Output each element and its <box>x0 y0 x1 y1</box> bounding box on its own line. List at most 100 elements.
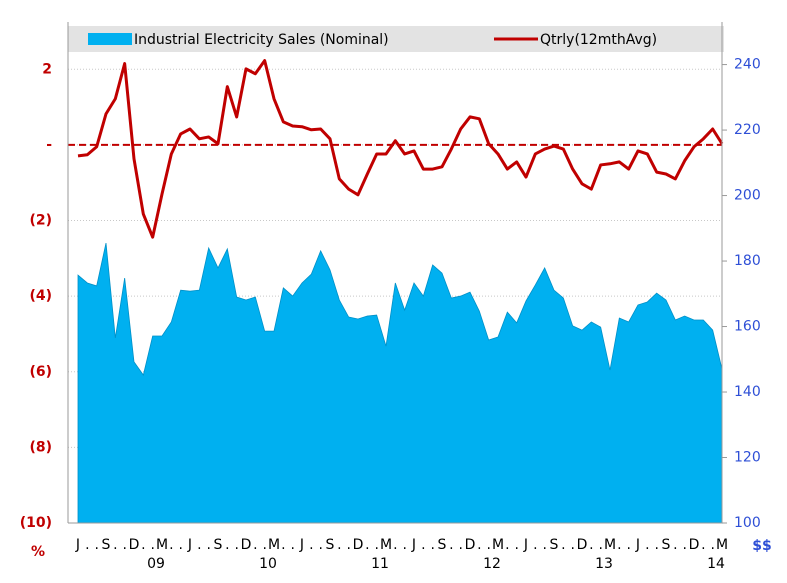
x-tick-label: . <box>178 537 182 553</box>
x-tick-label: . <box>645 537 649 553</box>
legend-label: Qtrly(12mthAvg) <box>540 32 657 48</box>
y2-tick-label: 160 <box>734 319 761 335</box>
x-tick-label: . <box>505 537 509 553</box>
x-tick-label: . <box>421 537 425 553</box>
x-tick-label: J <box>187 537 192 553</box>
x-tick-label: . <box>85 537 89 553</box>
x-tick-label: D <box>353 537 364 553</box>
x-year-label: 11 <box>371 556 389 572</box>
x-tick-label: . <box>626 537 630 553</box>
x-tick-label: D <box>689 537 700 553</box>
x-tick-label: J <box>75 537 80 553</box>
x-tick-label: . <box>94 537 98 553</box>
x-tick-label: . <box>402 537 406 553</box>
x-tick-label: . <box>673 537 677 553</box>
x-tick-label: . <box>654 537 658 553</box>
x-tick-label: D <box>577 537 588 553</box>
x-tick-label: D <box>465 537 476 553</box>
x-tick-label: D <box>129 537 140 553</box>
y2-tick-label: 220 <box>734 122 761 138</box>
y-tick-label: (6) <box>29 364 52 380</box>
x-tick-label: . <box>141 537 145 553</box>
y2-tick-label: 240 <box>734 57 761 73</box>
y-tick-label: 2 <box>42 61 52 77</box>
x-tick-label: J <box>299 537 304 553</box>
x-tick-label: . <box>122 537 126 553</box>
x-tick-label: M <box>380 537 392 553</box>
x-tick-label: J <box>523 537 528 553</box>
x-tick-label: . <box>486 537 490 553</box>
x-tick-label: S <box>102 537 111 553</box>
x-tick-label: . <box>206 537 210 553</box>
x-tick-label: S <box>662 537 671 553</box>
x-tick-label: . <box>197 537 201 553</box>
x-tick-label: . <box>234 537 238 553</box>
x-tick-label: D <box>241 537 252 553</box>
x-year-label: 12 <box>483 556 501 572</box>
x-tick-label: . <box>290 537 294 553</box>
line <box>77 59 724 239</box>
x-tick-label: . <box>598 537 602 553</box>
legend-label: Industrial Electricity Sales (Nominal) <box>134 32 389 48</box>
x-tick-label: M <box>604 537 616 553</box>
y2-tick-label: 120 <box>734 450 761 466</box>
x-tick-label: . <box>253 537 257 553</box>
x-tick-label: . <box>458 537 462 553</box>
y2-unit: $$ <box>752 538 771 554</box>
x-tick-label: M <box>268 537 280 553</box>
x-tick-label: . <box>337 537 341 553</box>
x-tick-label: . <box>365 537 369 553</box>
x-tick-label: J <box>411 537 416 553</box>
x-tick-label: S <box>438 537 447 553</box>
x-tick-label: . <box>169 537 173 553</box>
x-year-label: 14 <box>707 556 725 572</box>
y-tick-label: (2) <box>29 213 52 229</box>
x-tick-label: . <box>346 537 350 553</box>
x-tick-label: . <box>225 537 229 553</box>
x-tick-label: M <box>156 537 168 553</box>
x-tick-label: . <box>533 537 537 553</box>
area <box>77 242 723 524</box>
legend-box <box>68 26 724 52</box>
x-tick-label: . <box>701 537 705 553</box>
x-tick-label: . <box>430 537 434 553</box>
x-tick-label: . <box>309 537 313 553</box>
x-tick-label: S <box>550 537 559 553</box>
x-tick-label: . <box>318 537 322 553</box>
x-tick-label: . <box>449 537 453 553</box>
x-tick-label: . <box>477 537 481 553</box>
y2-tick-label: 140 <box>734 384 761 400</box>
y-tick-label: (8) <box>29 439 52 455</box>
x-tick-label: . <box>682 537 686 553</box>
x-tick-label: . <box>150 537 154 553</box>
x-year-label: 13 <box>595 556 613 572</box>
x-tick-label: . <box>542 537 546 553</box>
y2-tick-label: 100 <box>734 515 761 531</box>
y-tick-label: - <box>46 137 52 153</box>
x-tick-label: . <box>710 537 714 553</box>
x-year-label: 09 <box>147 556 165 572</box>
x-tick-label: M <box>492 537 504 553</box>
legend-swatch <box>88 33 132 45</box>
x-tick-label: . <box>617 537 621 553</box>
x-tick-label: . <box>393 537 397 553</box>
y-tick-label: (4) <box>29 288 52 304</box>
x-tick-label: . <box>589 537 593 553</box>
x-tick-label: M <box>716 537 728 553</box>
x-tick-label: S <box>214 537 223 553</box>
y-tick-label: (10) <box>20 515 52 531</box>
x-tick-label: . <box>262 537 266 553</box>
x-tick-label: J <box>635 537 640 553</box>
x-year-label: 10 <box>259 556 277 572</box>
y2-tick-label: 180 <box>734 253 761 269</box>
y2-tick-label: 200 <box>734 188 761 204</box>
x-tick-label: . <box>281 537 285 553</box>
x-tick-label: . <box>561 537 565 553</box>
x-tick-label: . <box>374 537 378 553</box>
y-unit: % <box>31 544 45 560</box>
x-tick-label: . <box>570 537 574 553</box>
x-tick-label: . <box>514 537 518 553</box>
x-tick-label: S <box>326 537 335 553</box>
x-tick-label: . <box>113 537 117 553</box>
